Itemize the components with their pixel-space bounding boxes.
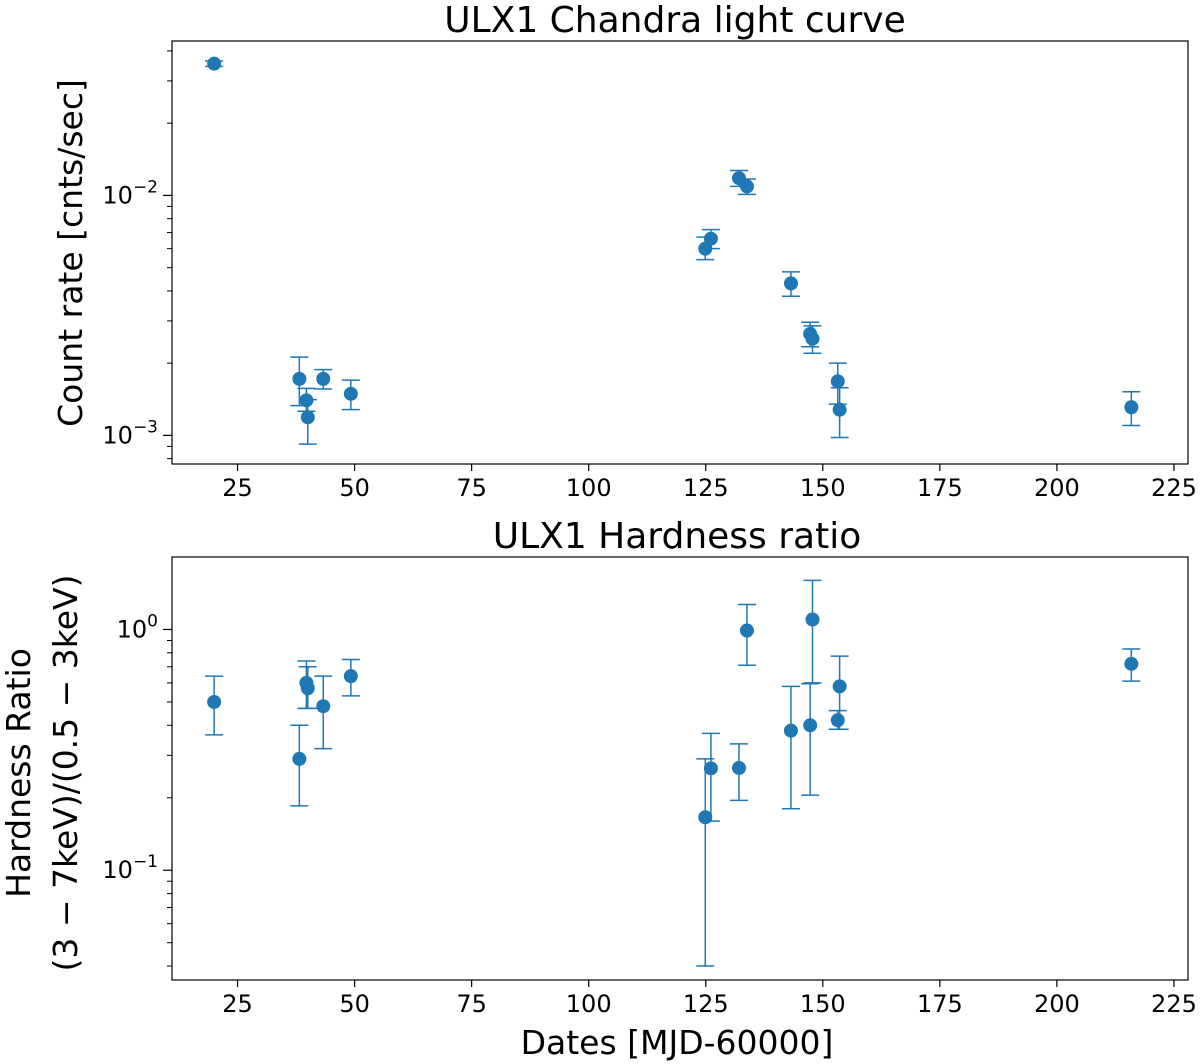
hardness-ratio-axes: 25 50 75 100 125 150 175 200 225 100 10−1 xyxy=(102,611,1196,1018)
light-curve-point xyxy=(1122,391,1141,427)
light-curve-point xyxy=(205,56,224,71)
light-curve-y-axis-label: Count rate [cnts/sec] xyxy=(51,79,90,427)
hardness-ratio-point xyxy=(781,685,800,810)
hardness-ratio-point xyxy=(298,666,317,710)
light-curve-x-tick-label: 125 xyxy=(683,474,729,502)
light-curve-point xyxy=(781,271,800,298)
hardness-ratio-x-tick-label: 150 xyxy=(800,990,846,1018)
light-curve-x-tick-label: 150 xyxy=(800,474,846,502)
hardness-ratio-x-tick-label: 50 xyxy=(339,990,370,1018)
light-curve-point xyxy=(830,386,849,439)
light-curve-point xyxy=(701,228,720,250)
hardness-ratio-x-tick-label: 75 xyxy=(456,990,487,1018)
hardness-ratio-point xyxy=(801,683,820,796)
hardness-ratio-point xyxy=(314,675,333,750)
light-curve-marker xyxy=(830,374,845,389)
light-curve-y-tick-label: 10−3 xyxy=(102,417,158,449)
light-curve-marker xyxy=(300,410,315,425)
hardness-ratio-marker xyxy=(292,751,307,766)
hardness-ratio-y-tick-label: 100 xyxy=(117,611,158,643)
light-curve-marker xyxy=(805,331,820,346)
light-curve-marker xyxy=(292,371,307,386)
light-curve-axes: 25 50 75 100 125 150 175 200 225 10−2 10−3 xyxy=(102,50,1197,502)
hardness-ratio-point xyxy=(701,732,720,822)
light-curve-point xyxy=(341,379,360,411)
hardness-ratio-marker xyxy=(832,679,847,694)
light-curve-marker xyxy=(703,231,718,246)
light-curve-panel: ULX1 Chandra light curve Count rate [cnt… xyxy=(51,0,1197,502)
hardness-ratio-x-tick-label: 125 xyxy=(683,990,729,1018)
hardness-ratio-marker xyxy=(805,612,820,627)
light-curve-x-tick-label: 75 xyxy=(456,474,487,502)
hardness-ratio-point xyxy=(830,655,849,731)
hardness-ratio-x-tick-label: 175 xyxy=(917,990,963,1018)
light-curve-point xyxy=(298,398,317,445)
hardness-ratio-data xyxy=(205,579,1141,967)
hardness-ratio-point xyxy=(828,709,847,731)
hardness-ratio-point xyxy=(729,743,748,802)
light-curve-data xyxy=(205,56,1141,445)
hardness-ratio-marker xyxy=(703,761,718,776)
hardness-ratio-marker xyxy=(207,694,222,709)
light-curve-point xyxy=(737,178,756,196)
hardness-ratio-y-axis-label-line2: (3 − 7keV)/(0.5 − 3keV) xyxy=(46,575,85,972)
light-curve-point xyxy=(290,356,309,407)
light-curve-point xyxy=(828,362,847,405)
hardness-ratio-point xyxy=(1122,648,1141,682)
hardness-ratio-marker xyxy=(316,699,331,714)
hardness-ratio-marker xyxy=(783,723,798,738)
light-curve-x-tick-label: 50 xyxy=(339,474,370,502)
light-curve-x-tick-label: 25 xyxy=(222,474,253,502)
light-curve-title: ULX1 Chandra light curve xyxy=(444,0,906,41)
hardness-ratio-marker xyxy=(1124,656,1139,671)
hardness-ratio-marker xyxy=(739,623,754,638)
light-curve-point xyxy=(803,325,822,354)
light-curve-x-tick-label: 175 xyxy=(917,474,963,502)
hardness-ratio-frame xyxy=(171,556,1189,981)
hardness-ratio-marker xyxy=(300,681,315,696)
light-curve-marker xyxy=(207,56,222,71)
hardness-ratio-marker xyxy=(803,718,818,733)
light-curve-x-tick-label: 225 xyxy=(1151,474,1197,502)
hardness-ratio-point xyxy=(205,675,224,736)
light-curve-point xyxy=(314,368,333,390)
hardness-ratio-panel: ULX1 Hardness ratio Hardness Ratio (3 − … xyxy=(0,516,1197,1062)
hardness-ratio-x-tick-label: 225 xyxy=(1151,990,1197,1018)
hardness-ratio-point xyxy=(737,603,756,667)
hardness-ratio-x-tick-label: 200 xyxy=(1034,990,1080,1018)
light-curve-frame xyxy=(171,40,1189,465)
hardness-ratio-marker xyxy=(830,713,845,728)
light-curve-x-tick-label: 100 xyxy=(566,474,612,502)
light-curve-x-tick-label: 200 xyxy=(1034,474,1080,502)
hardness-ratio-point xyxy=(803,579,822,684)
hardness-ratio-x-tick-label: 100 xyxy=(566,990,612,1018)
x-axis-label: Dates [MJD-60000] xyxy=(521,1023,834,1062)
hardness-ratio-x-tick-label: 25 xyxy=(222,990,253,1018)
hardness-ratio-point xyxy=(341,658,360,697)
light-curve-marker xyxy=(316,371,331,386)
light-curve-marker xyxy=(832,402,847,417)
hardness-ratio-marker xyxy=(731,760,746,775)
light-curve-y-tick-label: 10−2 xyxy=(102,177,158,209)
hardness-ratio-y-tick-label: 10−1 xyxy=(102,852,158,884)
hardness-ratio-marker xyxy=(343,669,358,684)
hardness-ratio-point xyxy=(290,724,309,807)
hardness-ratio-title: ULX1 Hardness ratio xyxy=(493,516,862,557)
hardness-ratio-y-axis-label-line1: Hardness Ratio xyxy=(0,648,38,898)
light-curve-marker xyxy=(739,179,754,194)
light-curve-marker xyxy=(783,276,798,291)
light-curve-marker xyxy=(1124,400,1139,415)
light-curve-marker xyxy=(343,386,358,401)
